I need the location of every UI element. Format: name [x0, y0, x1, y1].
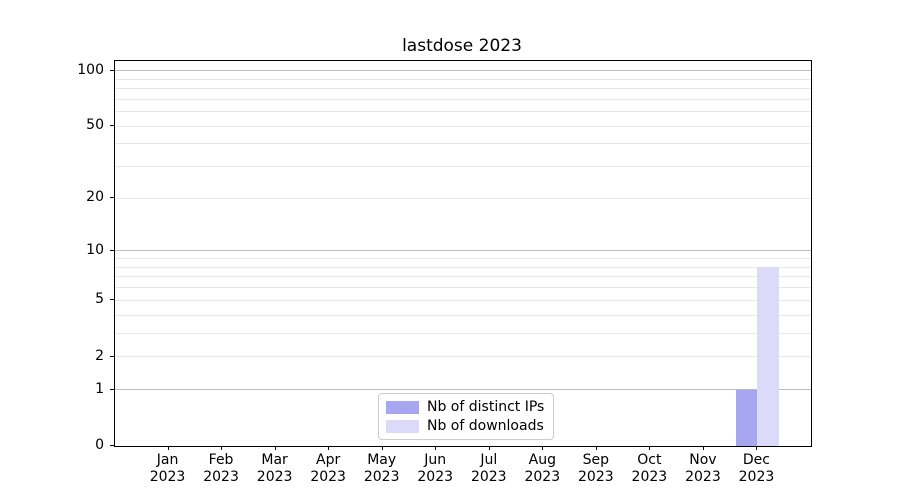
x-tick-mark — [435, 446, 437, 450]
minor-gridline — [115, 332, 811, 334]
y-tick-mark — [110, 355, 114, 357]
y-tick-mark — [110, 125, 114, 127]
legend-item: Nb of distinct IPs — [386, 399, 544, 415]
major-gridline — [115, 250, 811, 252]
x-tick-label: Jun 2023 — [417, 452, 454, 485]
y-tick-mark — [110, 299, 114, 301]
y-tick-mark — [110, 388, 114, 390]
x-tick-label: Dec 2023 — [738, 452, 775, 485]
x-tick-mark — [649, 446, 651, 450]
major-gridline — [115, 70, 811, 72]
x-tick-mark — [274, 446, 276, 450]
major-gridline — [115, 389, 811, 391]
y-tick-mark — [110, 249, 114, 251]
y-tick-label: 20 — [86, 189, 104, 206]
x-tick-label: Nov 2023 — [685, 452, 721, 485]
minor-gridline — [115, 356, 811, 358]
chart-title: lastdose 2023 — [402, 36, 522, 56]
legend-label: Nb of distinct IPs — [427, 399, 545, 415]
minor-gridline — [115, 143, 811, 145]
y-tick-label: 50 — [86, 117, 104, 134]
legend-swatch — [386, 400, 419, 414]
plot-area — [114, 60, 812, 447]
y-tick-label: 100 — [77, 61, 104, 78]
x-tick-mark — [756, 446, 758, 450]
x-tick-label: Mar 2023 — [256, 452, 293, 485]
minor-gridline — [115, 111, 811, 113]
y-tick-mark — [110, 69, 114, 71]
x-tick-mark — [488, 446, 490, 450]
minor-gridline — [115, 287, 811, 289]
legend-item: Nb of downloads — [386, 418, 544, 434]
x-tick-mark — [221, 446, 223, 450]
minor-gridline — [115, 125, 811, 127]
x-tick-label: Jan 2023 — [149, 452, 186, 485]
bar-nb-of-downloads — [757, 267, 779, 446]
y-tick-mark — [110, 197, 114, 199]
x-tick-mark — [328, 446, 330, 450]
legend-label: Nb of downloads — [427, 418, 544, 434]
x-tick-label: Apr 2023 — [310, 452, 346, 485]
minor-gridline — [115, 276, 811, 278]
y-tick-label: 1 — [95, 380, 104, 397]
x-tick-mark — [542, 446, 544, 450]
x-tick-label: May 2023 — [363, 452, 400, 485]
minor-gridline — [115, 266, 811, 268]
minor-gridline — [115, 88, 811, 90]
y-tick-label: 0 — [95, 437, 104, 453]
legend: Nb of distinct IPs Nb of downloads — [378, 393, 555, 440]
y-tick-label: 2 — [95, 347, 104, 364]
minor-gridline — [115, 314, 811, 316]
x-tick-label: Oct 2023 — [631, 452, 668, 485]
x-tick-label: Jul 2023 — [470, 452, 507, 485]
x-tick-label: Feb 2023 — [203, 452, 239, 485]
minor-gridline — [115, 98, 811, 100]
x-tick-label: Aug 2023 — [524, 452, 561, 485]
x-tick-mark — [167, 446, 169, 450]
minor-gridline — [115, 166, 811, 168]
x-tick-mark — [381, 446, 383, 450]
y-tick-mark — [110, 445, 114, 446]
y-tick-label: 10 — [86, 241, 104, 258]
minor-gridline — [115, 258, 811, 260]
x-tick-label: Sep 2023 — [578, 452, 614, 485]
y-tick-label: 5 — [95, 291, 104, 308]
bar-nb-of-distinct-ips — [736, 389, 758, 446]
x-tick-mark — [702, 446, 704, 450]
x-tick-mark — [595, 446, 597, 450]
legend-swatch — [386, 419, 419, 433]
minor-gridline — [115, 197, 811, 199]
minor-gridline — [115, 78, 811, 80]
minor-gridline — [115, 299, 811, 301]
